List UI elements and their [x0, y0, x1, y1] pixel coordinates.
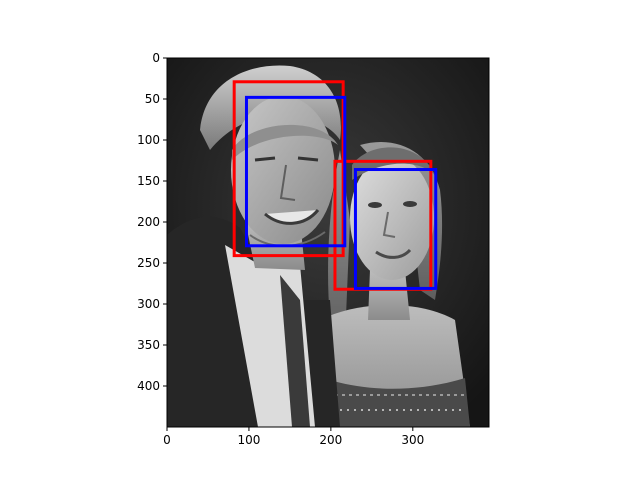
- x-tick-label: 300: [401, 433, 424, 447]
- y-tick-label: 350: [137, 338, 160, 352]
- y-tick-label: 100: [137, 133, 160, 147]
- y-tick-label: 250: [137, 256, 160, 270]
- y-tick-label: 150: [137, 174, 160, 188]
- y-tick-label: 0: [152, 51, 160, 65]
- axes-frame: [166, 57, 490, 428]
- x-tick-label: 200: [319, 433, 342, 447]
- y-axis: 0 50 100 150 200 250 300 350 400: [137, 51, 167, 393]
- x-tick-label: 100: [237, 433, 260, 447]
- bounding-box-2-2: [353, 168, 438, 290]
- detection-boxes: [232, 80, 438, 291]
- x-axis: 0 100 200 300: [163, 427, 424, 447]
- bounding-box-1-1: [232, 80, 345, 258]
- y-tick-label: 50: [145, 92, 160, 106]
- y-tick-label: 300: [137, 297, 160, 311]
- y-tick-label: 200: [137, 215, 160, 229]
- photo-image: [167, 58, 489, 427]
- x-tick-label: 0: [163, 433, 171, 447]
- bounding-box-2-1: [244, 95, 347, 248]
- y-tick-label: 400: [137, 379, 160, 393]
